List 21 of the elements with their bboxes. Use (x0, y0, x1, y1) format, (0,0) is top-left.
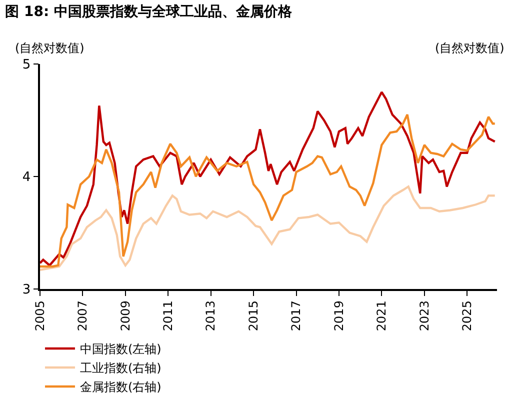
x-tick-label: 2005 (32, 300, 47, 332)
y-tick-label: 5 (22, 58, 31, 73)
legend-label: 工业指数(右轴) (80, 361, 162, 376)
x-tick-label: 2009 (118, 300, 132, 332)
x-tick-label: 2011 (161, 300, 176, 332)
x-tick-label: 2013 (204, 300, 218, 332)
y2-axis-title: (自然对数值) (435, 41, 504, 55)
chart-title: 图 18: 中国股票指数与全球工业品、金属价格 (5, 4, 293, 20)
y-tick-label: 3 (22, 282, 31, 298)
x-tick-label: 2023 (417, 300, 432, 332)
y-axis-title: (自然对数值) (15, 41, 84, 55)
line-series (40, 186, 496, 271)
x-tick-label: 2025 (460, 300, 474, 332)
x-tick-label: 2021 (374, 300, 389, 332)
legend-label: 金属指数(右轴) (80, 380, 162, 394)
x-tick-label: 2015 (246, 300, 260, 332)
legend-label: 中国指数(左轴) (80, 342, 162, 356)
x-tick-label: 2007 (76, 300, 90, 332)
y-tick-label: 4 (22, 170, 31, 186)
x-tick-label: 2019 (332, 300, 346, 332)
x-tick-label: 2017 (289, 300, 304, 332)
